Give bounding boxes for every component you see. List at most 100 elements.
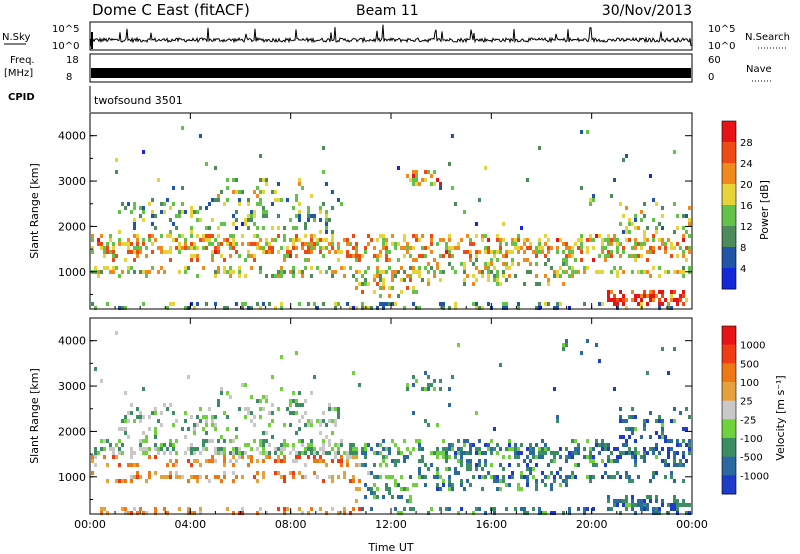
range-time-cell [424, 170, 427, 174]
range-time-cell [304, 266, 307, 270]
range-time-cell [685, 214, 688, 218]
range-time-cell [223, 270, 226, 274]
range-time-cell [508, 266, 511, 270]
range-time-cell [463, 451, 466, 455]
range-time-cell [382, 238, 385, 242]
range-time-cell [229, 395, 232, 399]
range-time-cell [601, 447, 604, 451]
range-time-cell [379, 250, 382, 254]
range-time-cell [427, 375, 430, 379]
range-time-cell [673, 290, 676, 294]
range-time-cell [676, 443, 679, 447]
range-time-cell [334, 455, 337, 459]
range-time-cell [496, 487, 499, 491]
range-time-cell [124, 391, 127, 395]
range-time-cell [616, 302, 619, 306]
colorbar-tick-label: 4 [740, 264, 746, 275]
cpid-value: twofsound 3501 [94, 94, 183, 107]
range-time-cell [265, 214, 268, 218]
range-time-cell [574, 451, 577, 455]
range-time-cell [667, 371, 670, 375]
range-time-cell [487, 238, 490, 242]
range-time-cell [643, 503, 646, 507]
range-time-cell [640, 242, 643, 246]
range-time-cell [646, 250, 649, 254]
range-time-cell [559, 302, 562, 306]
range-time-cell [367, 306, 370, 310]
range-time-cell [607, 459, 610, 463]
range-time-cell [460, 459, 463, 463]
range-time-cell [118, 427, 121, 431]
range-time-cell [523, 242, 526, 246]
range-time-cell [265, 451, 268, 455]
range-time-cell [544, 483, 547, 487]
range-time-cell [331, 206, 334, 210]
y-tick-label: 3000 [58, 380, 86, 393]
range-time-cell [118, 447, 121, 451]
range-time-cell [514, 447, 517, 451]
range-time-cell [430, 507, 433, 511]
range-time-cell [655, 202, 658, 206]
range-time-cell [421, 387, 424, 391]
range-time-cell [556, 246, 559, 250]
range-time-cell [412, 383, 415, 387]
range-time-cell [349, 447, 352, 451]
range-time-cell [175, 214, 178, 218]
range-time-cell [265, 511, 268, 515]
range-time-cell [679, 294, 682, 298]
range-time-cell [307, 206, 310, 210]
range-time-cell [133, 222, 136, 226]
colorbar-segment [722, 247, 736, 269]
range-time-cell [118, 463, 121, 467]
range-time-cell [382, 282, 385, 286]
range-time-cell [376, 487, 379, 491]
range-time-cell [631, 222, 634, 226]
range-time-cell [394, 302, 397, 306]
range-time-cell [454, 455, 457, 459]
range-time-cell [541, 250, 544, 254]
range-time-cell [643, 507, 646, 511]
range-time-cell [460, 447, 463, 451]
range-time-cell [571, 270, 574, 274]
range-time-cell [547, 278, 550, 282]
range-time-cell [235, 447, 238, 451]
colorbar-frame [721, 325, 737, 495]
range-time-cell [403, 439, 406, 443]
range-time-cell [106, 246, 109, 250]
range-time-cell [337, 443, 340, 447]
range-time-cell [673, 246, 676, 250]
range-time-cell [586, 439, 589, 443]
range-time-cell [436, 447, 439, 451]
range-time-cell [379, 270, 382, 274]
range-time-cell [631, 290, 634, 294]
range-time-cell [466, 439, 469, 443]
range-time-cell [310, 391, 313, 395]
range-time-cell [139, 411, 142, 415]
range-time-cell [292, 447, 295, 451]
range-time-cell [628, 447, 631, 451]
range-time-cell [217, 194, 220, 198]
range-time-cell [538, 146, 541, 150]
range-time-cell [541, 471, 544, 475]
range-time-cell [535, 250, 538, 254]
colorbar-segment [722, 184, 736, 206]
range-time-cell [292, 274, 295, 278]
range-time-cell [259, 190, 262, 194]
range-time-cell [517, 447, 520, 451]
range-time-cell [364, 447, 367, 451]
range-time-cell [313, 214, 316, 218]
range-time-cell [211, 423, 214, 427]
range-time-cell [391, 270, 394, 274]
range-time-cell [244, 274, 247, 278]
range-time-cell [175, 475, 178, 479]
range-time-cell [259, 507, 262, 511]
range-time-cell [415, 439, 418, 443]
range-time-cell [286, 250, 289, 254]
range-time-cell [97, 274, 100, 278]
range-time-cell [574, 242, 577, 246]
range-time-cell [565, 270, 568, 274]
range-time-cell [409, 475, 412, 479]
range-time-cell [112, 266, 115, 270]
range-time-cell [226, 507, 229, 511]
range-time-cell [139, 475, 142, 479]
